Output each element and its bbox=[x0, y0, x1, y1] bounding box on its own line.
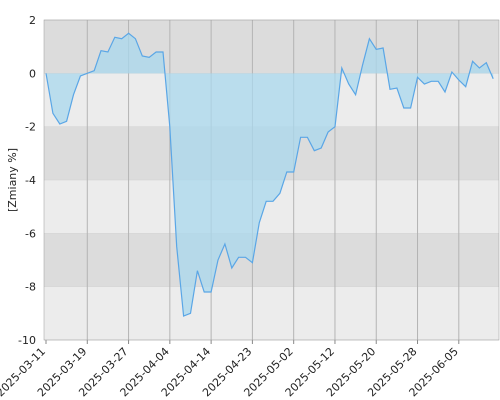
y-axis-label: [Zmiany %] bbox=[6, 148, 19, 212]
y-tick-label: -8 bbox=[25, 281, 36, 294]
line bbox=[45, 32, 494, 317]
y-tick-label: -4 bbox=[25, 174, 36, 187]
plot-border bbox=[43, 19, 500, 341]
band bbox=[44, 233, 499, 287]
y-tick-label: 0 bbox=[29, 67, 36, 80]
y-tick-label: -6 bbox=[25, 227, 36, 240]
y-tick-label: 2 bbox=[29, 14, 36, 27]
band bbox=[44, 286, 499, 340]
y-tick-label: -10 bbox=[18, 334, 36, 347]
y-tick-label: -2 bbox=[25, 121, 36, 134]
area bbox=[46, 33, 494, 317]
